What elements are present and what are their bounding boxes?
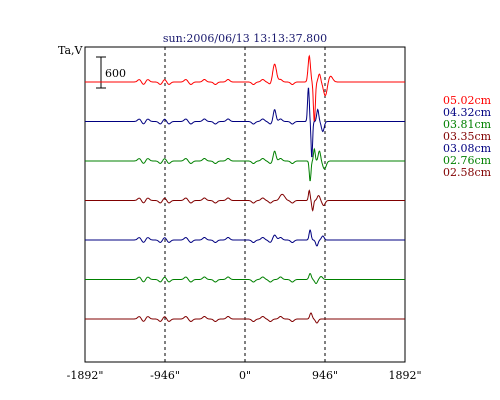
- x-tick-label: 1892": [388, 369, 421, 382]
- trace-05.02cm: [85, 54, 405, 123]
- y-axis-label: Ta,V: [58, 44, 84, 57]
- trace-02.76cm: [85, 273, 405, 285]
- x-tick-labels: -1892" -946" 0" 946" 1892": [67, 369, 422, 382]
- legend: 05.02cm04.32cm03.81cm03.35cm03.08cm02.76…: [443, 94, 492, 179]
- legend-item: 03.08cm: [443, 142, 492, 155]
- legend-item: 03.81cm: [443, 118, 492, 131]
- legend-item: 03.35cm: [443, 130, 492, 143]
- chart-title: sun:2006/06/13 13:13:37.800: [163, 32, 327, 45]
- trace-03.08cm: [85, 229, 405, 247]
- legend-item: 05.02cm: [443, 94, 492, 107]
- trace-02.58cm: [85, 312, 405, 324]
- legend-item: 04.32cm: [443, 106, 492, 119]
- scale-bar-label: 600: [105, 67, 126, 80]
- legend-item: 02.58cm: [443, 166, 492, 179]
- x-tick-label: 946": [312, 369, 338, 382]
- x-tick-label: -1892": [67, 369, 104, 382]
- trace-03.35cm: [85, 189, 405, 212]
- x-tick-label: 0": [239, 369, 251, 382]
- x-tick-label: -946": [150, 369, 180, 382]
- legend-item: 02.76cm: [443, 154, 492, 167]
- trace-03.81cm: [85, 147, 405, 182]
- scale-bar: 600: [96, 56, 126, 89]
- traces: [85, 54, 405, 324]
- trace-04.32cm: [85, 87, 405, 158]
- grid-lines: [164, 47, 326, 362]
